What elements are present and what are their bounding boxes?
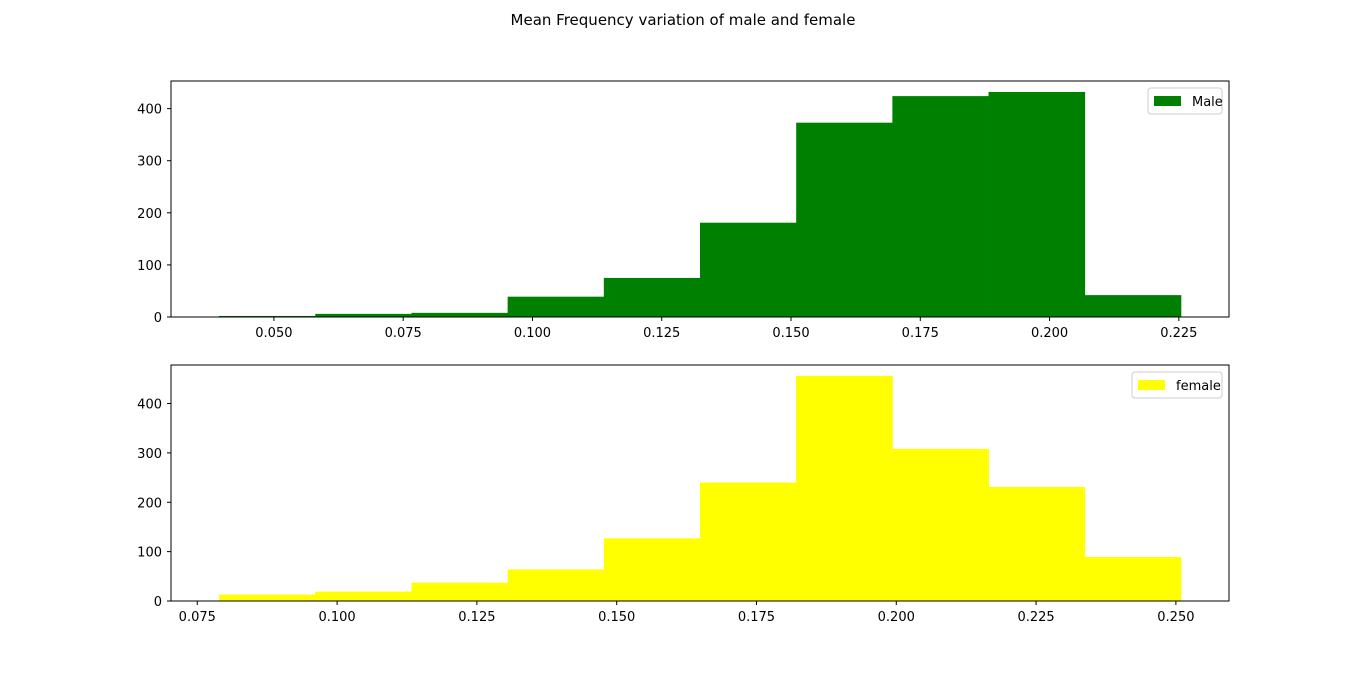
male-y-tick-label: 100: [137, 259, 162, 274]
female-bar: [796, 375, 893, 601]
female-bar: [892, 448, 989, 601]
female-axes-frame: [170, 364, 1230, 602]
male-legend-label: Male: [1192, 95, 1223, 110]
male-y-tick-label: 0: [154, 311, 162, 326]
female-bar: [315, 591, 412, 601]
male-bar: [1084, 295, 1182, 317]
female-legend-swatch: [1138, 380, 1165, 390]
male-x-tick-label: 0.150: [772, 326, 809, 341]
male-x-tick-label: 0.225: [1160, 326, 1197, 341]
female-bar: [700, 482, 797, 601]
female-x-tick-label: 0.175: [738, 610, 775, 625]
male-x-tick-label: 0.050: [255, 326, 292, 341]
male-axes-frame: [170, 80, 1230, 318]
male-bar: [700, 222, 797, 317]
male-y-tick-label: 400: [137, 103, 162, 118]
male-bar: [315, 313, 412, 317]
female-x-tick-label: 0.150: [598, 610, 635, 625]
female-bar: [507, 569, 605, 601]
female-x-tick-label: 0.225: [1017, 610, 1054, 625]
female-x-tick-label: 0.200: [878, 610, 915, 625]
male-bar: [892, 96, 989, 317]
male-legend-swatch: [1154, 96, 1181, 106]
female-histogram-panel: 0.075 0.100 0.125 0.150 0.175 0.200 0.225 0.250…: [137, 364, 1230, 625]
female-y-tick-label: 0: [154, 595, 162, 610]
male-x-tick-label: 0.175: [902, 326, 939, 341]
female-y-tick-label: 100: [137, 546, 162, 561]
female-y-tick-label: 300: [137, 447, 162, 462]
male-y-tick-label: 300: [137, 155, 162, 170]
male-bar: [411, 312, 509, 317]
female-legend-box: [1131, 371, 1223, 399]
female-y-tick-label: 400: [137, 398, 162, 413]
female-legend-label: female: [1176, 379, 1221, 394]
male-bar: [603, 277, 701, 317]
female-bar: [603, 538, 701, 601]
female-x-tick-label: 0.125: [458, 610, 495, 625]
male-x-tick-label: 0.075: [385, 326, 422, 341]
male-legend: Male: [1147, 87, 1223, 115]
female-bar: [219, 594, 316, 601]
female-bar: [988, 486, 1086, 601]
female-legend: female: [1131, 371, 1223, 399]
figure-title: Mean Frequency variation of male and fem…: [511, 11, 856, 29]
male-bar: [988, 91, 1086, 317]
male-bar: [219, 315, 316, 317]
male-legend-box: [1147, 87, 1223, 115]
male-bar: [507, 296, 605, 317]
female-x-tick-label: 0.250: [1157, 610, 1194, 625]
female-bar: [411, 582, 509, 601]
female-bar: [1084, 557, 1182, 601]
male-x-tick-label: 0.200: [1031, 326, 1068, 341]
male-x-tick-label: 0.125: [643, 326, 680, 341]
female-x-tick-label: 0.075: [179, 610, 216, 625]
female-x-tick-label: 0.100: [318, 610, 355, 625]
male-histogram-panel: 0.050 0.075 0.100 0.125 0.150 0.175 0.200 0.225…: [137, 80, 1230, 341]
male-x-tick-label: 0.100: [514, 326, 551, 341]
male-y-tick-label: 200: [137, 207, 162, 222]
male-bar: [796, 122, 893, 318]
female-y-tick-label: 200: [137, 496, 162, 511]
